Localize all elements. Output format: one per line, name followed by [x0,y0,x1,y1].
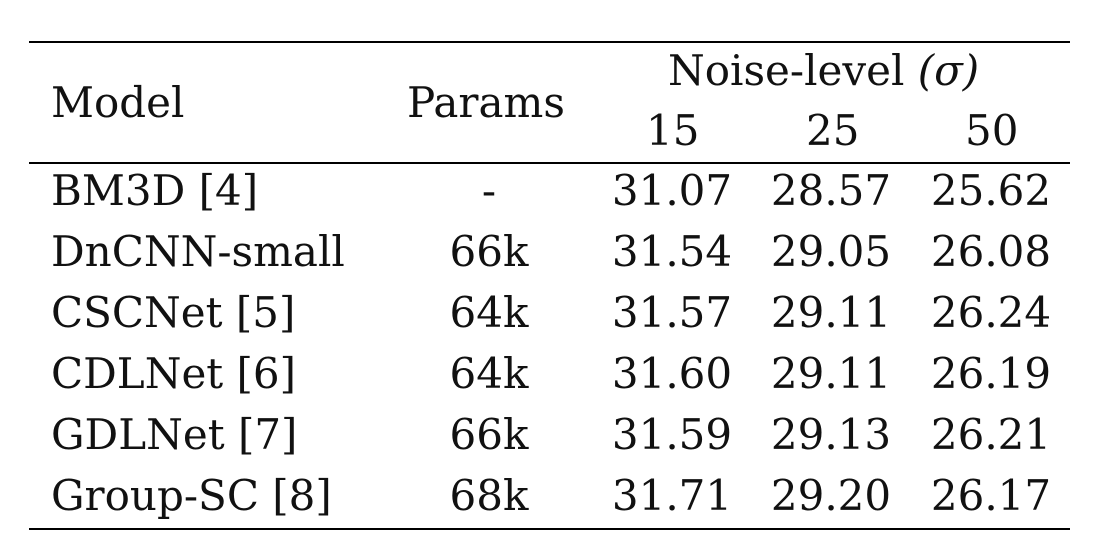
row-value-25-cell: 29.11 [770,288,892,337]
header-rule [29,162,1070,164]
row-value-50-cell: 26.08 [930,227,1052,276]
header-noise-label: Noise-level [668,46,905,95]
row-params-cell: 64k [449,288,529,337]
row-model-cell: DnCNN-small [51,227,345,276]
bottom-rule [29,528,1070,530]
row-model-cell: GDLNet [7] [51,410,298,459]
row-model-cell: CDLNet [6] [51,349,297,398]
row-value-50-cell: 26.17 [930,471,1052,520]
row-value-50-cell: 26.24 [930,288,1052,337]
row-model-cell: Group-SC [8] [51,471,332,520]
row-value-15-cell: 31.71 [611,471,733,520]
row-value-25-cell: 29.05 [770,227,892,276]
header-sigma-50: 50 [965,106,1019,155]
row-value-50-cell: 26.21 [930,410,1052,459]
header-sigma-25: 25 [806,106,860,155]
row-params-cell: 66k [449,410,529,459]
row-value-25-cell: 29.11 [770,349,892,398]
row-params-cell: 64k [449,349,529,398]
row-value-50-cell: 26.19 [930,349,1052,398]
row-params-cell: 68k [449,471,529,520]
row-params-cell: 66k [449,227,529,276]
header-noise-symbol: (σ) [917,46,980,95]
header-model: Model [51,78,185,127]
header-sigma-15: 15 [646,106,700,155]
row-value-50-cell: 25.62 [930,166,1052,215]
row-value-15-cell: 31.57 [611,288,733,337]
row-value-25-cell: 29.20 [770,471,892,520]
row-value-15-cell: 31.54 [611,227,733,276]
row-value-25-cell: 28.57 [770,166,892,215]
header-params: Params [407,78,565,127]
header-noise-level: Noise-level (σ) [668,50,979,92]
row-params-cell: - [481,166,497,215]
row-value-15-cell: 31.59 [611,410,733,459]
row-value-25-cell: 29.13 [770,410,892,459]
row-model-cell: CSCNet [5] [51,288,296,337]
row-value-15-cell: 31.07 [611,166,733,215]
top-rule [29,41,1070,43]
row-model-cell: BM3D [4] [51,166,259,215]
row-value-15-cell: 31.60 [611,349,733,398]
